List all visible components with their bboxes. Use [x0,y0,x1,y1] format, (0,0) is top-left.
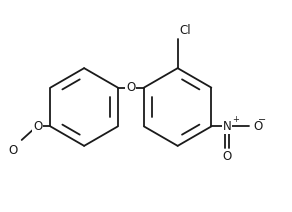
Text: O: O [253,120,262,133]
Text: O: O [126,81,135,94]
Text: O: O [223,150,232,163]
Text: Cl: Cl [179,24,191,37]
Text: +: + [232,115,239,124]
Text: O: O [33,120,42,133]
Text: −: − [258,115,266,125]
Text: N: N [223,120,232,133]
Text: O: O [8,144,18,157]
